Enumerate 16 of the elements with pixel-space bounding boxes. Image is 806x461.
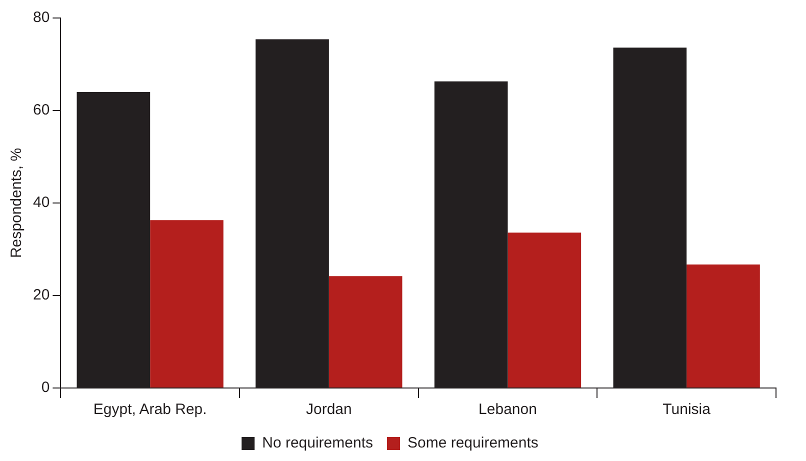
legend-label: Some requirements: [407, 434, 538, 452]
y-tick-label: 0: [41, 379, 50, 396]
x-tick-label: Egypt, Arab Rep.: [93, 401, 207, 418]
y-axis-title: Respondents, %: [8, 148, 26, 258]
legend-label: No requirements: [262, 434, 374, 452]
x-tick-label: Jordan: [306, 401, 352, 418]
y-tick-label: 80: [32, 9, 50, 26]
y-tick-label: 20: [32, 286, 50, 304]
y-tick-label: 60: [32, 102, 50, 119]
bar: [150, 220, 224, 388]
bar: [508, 232, 582, 388]
x-tick-label: Lebanon: [478, 401, 537, 418]
x-tick-label: Tunisia: [662, 401, 712, 418]
bar: [686, 264, 760, 388]
y-tick-label: 40: [32, 194, 50, 212]
bar: [328, 276, 402, 388]
